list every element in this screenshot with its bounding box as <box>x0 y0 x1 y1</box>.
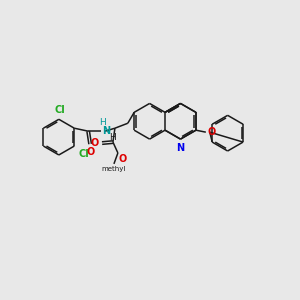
Text: O: O <box>86 147 94 157</box>
Text: H: H <box>99 118 105 127</box>
Text: O: O <box>91 138 99 148</box>
Text: methyl: methyl <box>102 166 126 172</box>
Text: Cl: Cl <box>78 149 89 159</box>
Text: N: N <box>102 126 110 136</box>
Text: Cl: Cl <box>55 105 65 115</box>
Text: H: H <box>110 133 116 142</box>
Text: N: N <box>176 143 184 153</box>
Text: O: O <box>119 154 127 164</box>
Text: O: O <box>208 127 216 137</box>
